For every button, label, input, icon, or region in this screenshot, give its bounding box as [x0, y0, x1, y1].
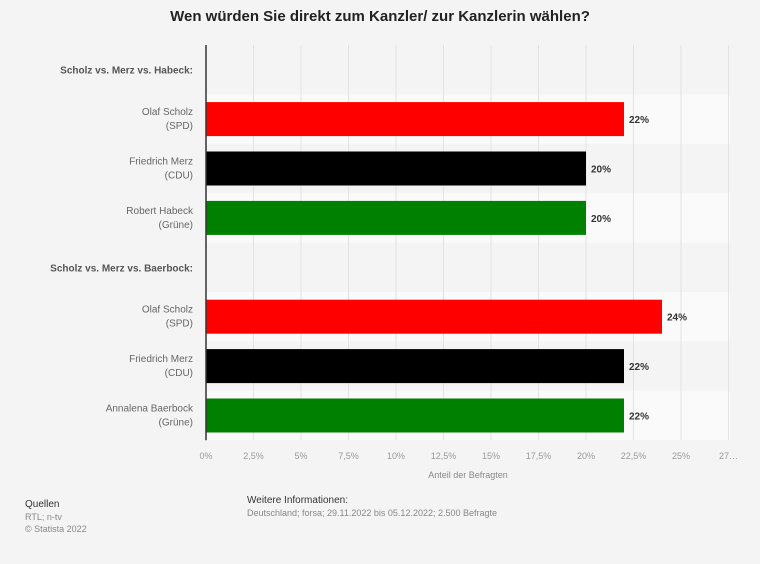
x-tick-label: 22,5%: [621, 451, 647, 461]
info-title: Weitere Informationen:: [247, 495, 348, 506]
x-tick-label: 2,5%: [243, 451, 264, 461]
category-label: (SPD): [166, 319, 193, 330]
sources: Quellen RTL; n-tv © Statista 2022: [25, 498, 87, 535]
chart-title: Wen würden Sie direkt zum Kanzler/ zur K…: [170, 8, 590, 25]
data-label: 20%: [591, 165, 611, 176]
category-label: Friedrich Merz: [129, 354, 193, 365]
x-tick-label: 5%: [294, 451, 307, 461]
category-label: (CDU): [165, 368, 193, 379]
bar: [206, 102, 624, 137]
data-label: 22%: [629, 115, 649, 126]
copyright: © Statista 2022: [25, 524, 87, 534]
bar: [206, 398, 624, 433]
bar: [206, 200, 586, 235]
bar: [206, 349, 624, 384]
x-tick-label: 0%: [199, 451, 212, 461]
x-tick-label: 10%: [387, 451, 405, 461]
data-label: 24%: [667, 313, 687, 324]
category-label: Friedrich Merz: [129, 157, 193, 168]
x-tick-label: 27…: [719, 451, 738, 461]
x-tick-label: 7,5%: [338, 451, 359, 461]
data-label: 20%: [591, 214, 611, 225]
sources-text: RTL; n-tv: [25, 512, 62, 522]
data-label: 22%: [629, 362, 649, 373]
further-info: Weitere Informationen: Deutschland; fors…: [247, 494, 497, 519]
bar: [206, 299, 662, 334]
x-tick-label: 17,5%: [526, 451, 552, 461]
category-label: (Grüne): [159, 220, 193, 231]
x-axis-label: Anteil der Befragten: [428, 470, 508, 480]
x-tick-label: 12,5%: [431, 451, 457, 461]
x-tick-label: 15%: [482, 451, 500, 461]
category-label: Annalena Baerbock: [106, 404, 194, 415]
category-label: (CDU): [165, 171, 193, 182]
category-label: Robert Habeck: [126, 206, 194, 217]
bar-chart: 0% 2,5% 5% 7,5% 10% 12,5% 15% 17,5% 20% 22,5% 25% 2…: [50, 45, 738, 480]
category-label: Olaf Scholz: [142, 305, 193, 316]
group-label: Scholz vs. Merz vs. Habeck:: [60, 66, 193, 77]
category-label: (SPD): [166, 121, 193, 132]
category-label: (Grüne): [159, 418, 193, 429]
group-label: Scholz vs. Merz vs. Baerbock:: [50, 263, 193, 274]
info-text: Deutschland; forsa; 29.11.2022 bis 05.12…: [247, 508, 498, 518]
data-label: 22%: [629, 412, 649, 423]
x-tick-label: 20%: [577, 451, 595, 461]
x-tick-label: 25%: [672, 451, 690, 461]
sources-title: Quellen: [25, 499, 60, 510]
bar: [206, 151, 586, 186]
category-label: Olaf Scholz: [142, 107, 193, 118]
